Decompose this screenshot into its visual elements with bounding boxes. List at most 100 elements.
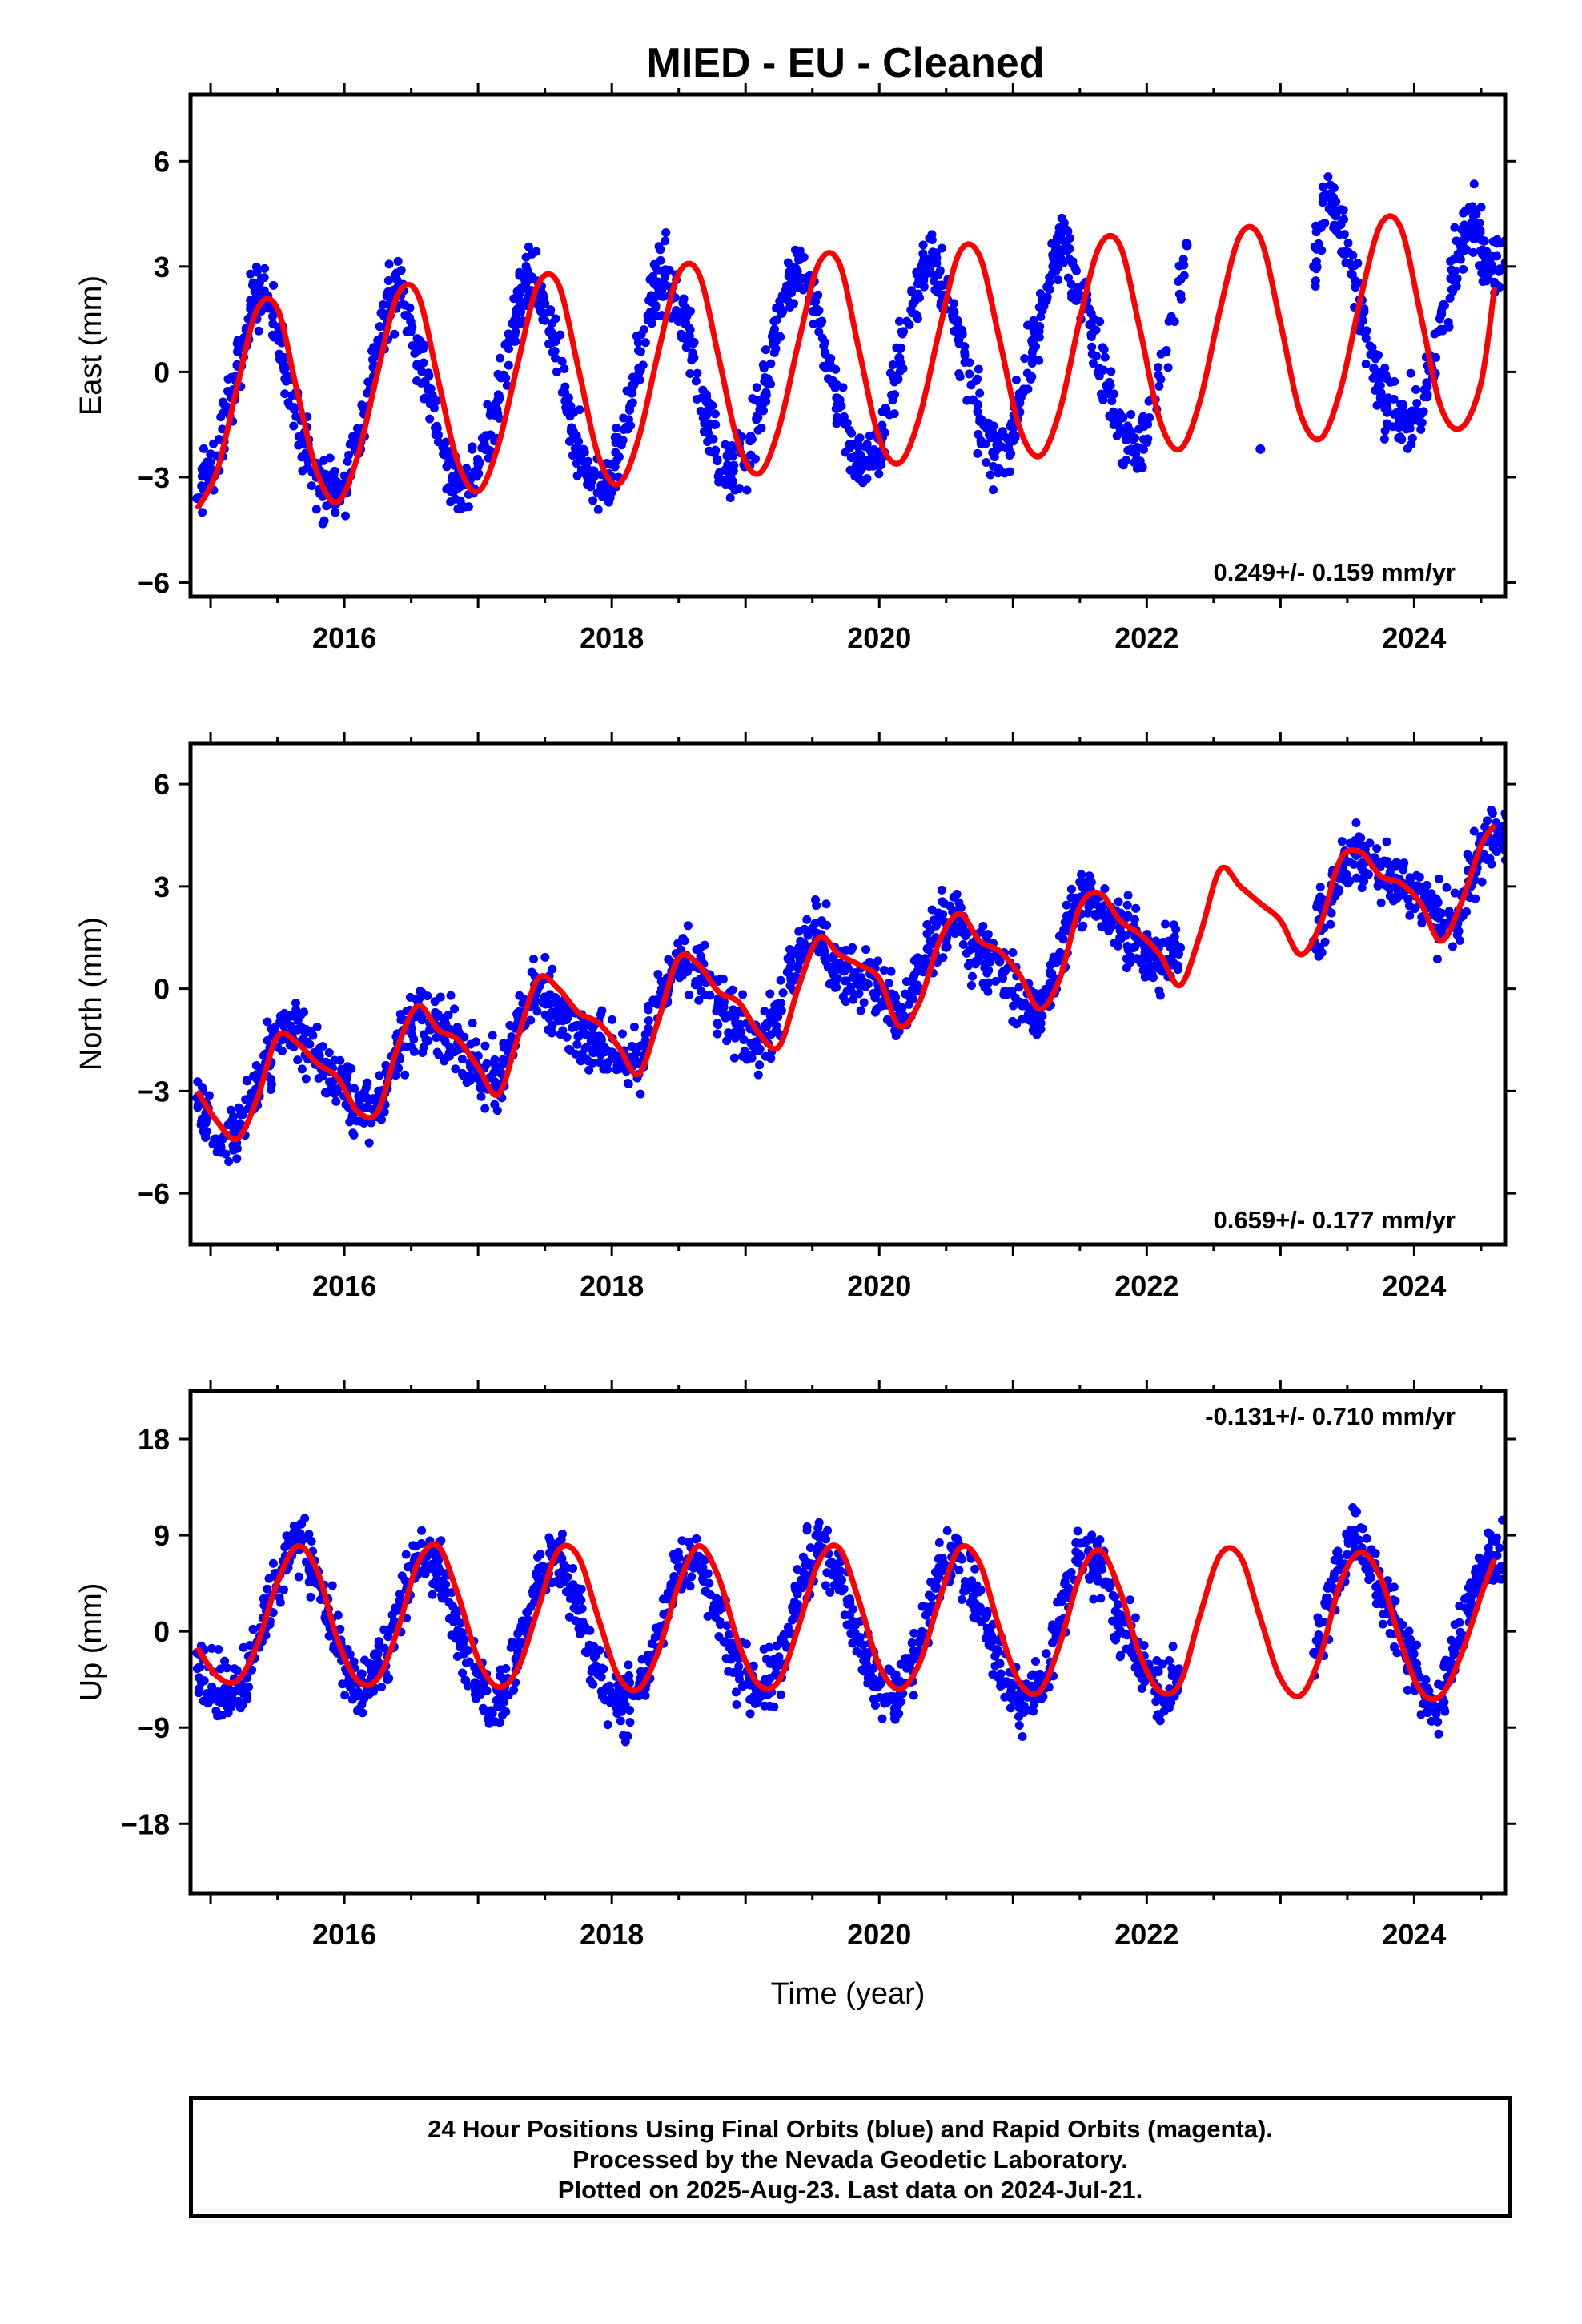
plot-frame <box>188 741 1508 1247</box>
data-point <box>457 1055 467 1064</box>
data-point <box>1327 908 1336 918</box>
data-point <box>959 1586 969 1596</box>
data-point <box>1053 245 1062 255</box>
data-point <box>1398 400 1407 409</box>
x-tick-label: 2024 <box>1382 1269 1446 1302</box>
data-point <box>527 249 536 259</box>
data-point <box>576 1630 585 1639</box>
data-point <box>1393 891 1403 900</box>
data-point <box>724 1028 733 1038</box>
data-point <box>993 468 1002 478</box>
data-point <box>1423 382 1432 392</box>
data-point <box>937 885 946 895</box>
data-point <box>1351 283 1360 292</box>
data-point <box>1060 918 1070 927</box>
data-point <box>627 388 637 398</box>
data-point <box>753 1070 763 1080</box>
data-point <box>1029 1020 1038 1030</box>
data-point <box>960 358 970 368</box>
data-point <box>496 353 505 363</box>
data-point <box>934 1538 944 1547</box>
data-point <box>1074 284 1083 294</box>
data-point <box>434 1556 444 1566</box>
data-point <box>441 1579 451 1589</box>
data-point <box>1131 903 1141 913</box>
data-point <box>1311 276 1320 286</box>
data-point <box>1098 395 1108 404</box>
data-point <box>417 1015 427 1025</box>
data-point <box>1417 418 1427 428</box>
data-point <box>761 388 771 397</box>
data-point <box>1083 908 1093 918</box>
data-point <box>197 472 207 481</box>
data-point <box>650 261 660 271</box>
data-point <box>1136 958 1146 967</box>
data-point <box>268 1558 278 1568</box>
data-point <box>409 1047 419 1056</box>
data-point <box>897 329 907 339</box>
data-point <box>1359 304 1369 314</box>
data-point <box>932 253 942 263</box>
data-point <box>860 978 869 987</box>
data-point <box>1076 1551 1086 1561</box>
data-point <box>781 1639 790 1649</box>
data-point <box>823 962 833 971</box>
data-point <box>1108 1590 1118 1600</box>
y-axis-label: East (mm) <box>74 275 108 416</box>
data-point <box>938 910 948 919</box>
data-point <box>426 395 436 404</box>
data-point <box>1496 264 1505 274</box>
data-point <box>761 396 771 406</box>
data-point <box>766 359 776 368</box>
data-point <box>424 1036 433 1046</box>
data-point <box>927 235 937 245</box>
data-point <box>311 505 321 514</box>
data-point <box>732 1699 741 1709</box>
data-point <box>926 936 935 946</box>
data-point <box>364 1138 374 1148</box>
data-point <box>476 1083 485 1092</box>
data-point <box>839 1584 849 1594</box>
data-point <box>204 1091 214 1100</box>
data-point <box>798 1567 808 1577</box>
data-point <box>1140 943 1150 952</box>
data-point <box>415 336 424 345</box>
data-point <box>596 1035 606 1045</box>
data-point <box>275 1593 284 1602</box>
x-tick-label: 2020 <box>847 621 911 654</box>
data-point <box>1035 289 1045 299</box>
data-point <box>769 328 778 338</box>
data-point <box>1062 247 1072 256</box>
data-point <box>1065 234 1074 243</box>
data-point <box>703 428 713 438</box>
data-point <box>745 1695 755 1704</box>
data-point <box>248 1625 258 1634</box>
data-point <box>233 346 243 356</box>
data-point <box>937 243 946 253</box>
data-point <box>195 1673 204 1683</box>
data-point <box>1122 900 1132 910</box>
data-point <box>1412 399 1422 408</box>
data-point <box>214 1141 223 1151</box>
data-point <box>644 1005 653 1015</box>
data-point <box>715 1617 725 1626</box>
data-point <box>636 330 646 340</box>
data-point <box>1320 937 1330 947</box>
data-point <box>562 1032 572 1042</box>
data-point <box>696 951 705 961</box>
data-point <box>1097 922 1106 931</box>
data-point <box>1182 240 1192 251</box>
data-point <box>922 919 932 929</box>
data-point <box>611 438 620 448</box>
data-point <box>444 1048 454 1058</box>
data-point <box>1123 891 1133 900</box>
data-point <box>653 970 663 979</box>
data-point <box>776 1690 785 1699</box>
data-point <box>725 470 734 480</box>
data-point <box>1380 404 1390 413</box>
data-point <box>496 1690 505 1699</box>
data-point <box>202 1127 211 1136</box>
data-point <box>232 1666 242 1675</box>
data-point <box>651 300 661 310</box>
data-point <box>350 432 359 442</box>
